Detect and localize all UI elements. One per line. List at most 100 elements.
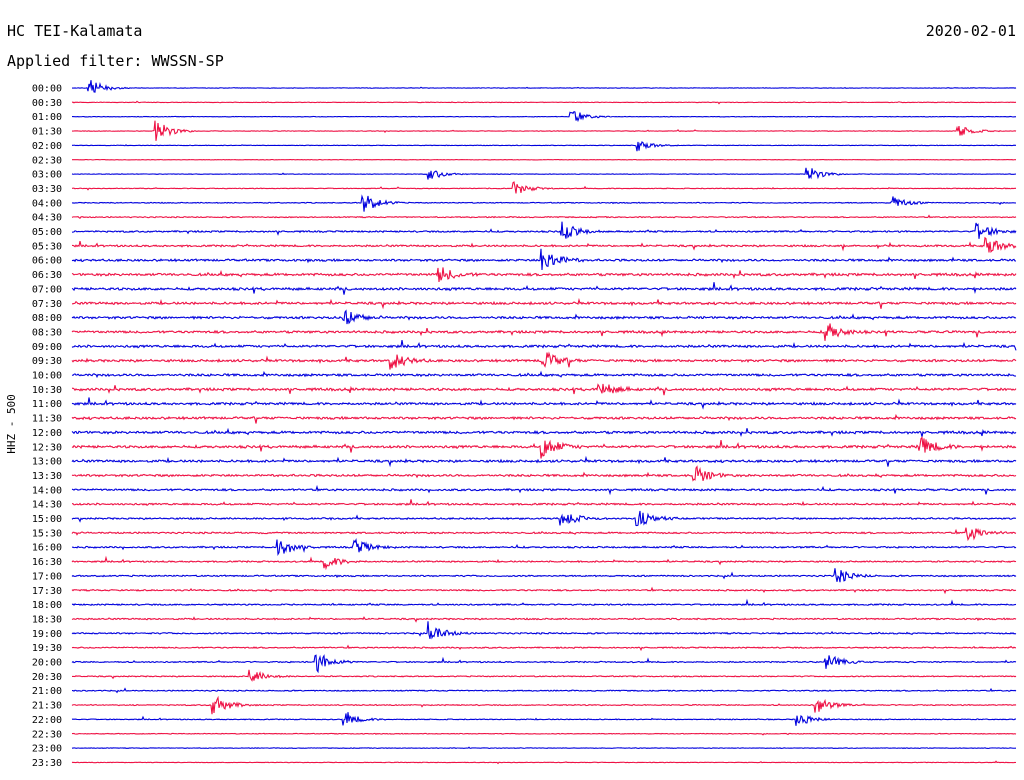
row-tick-label: 09:30: [32, 356, 62, 367]
row-tick-label: 21:00: [32, 686, 62, 697]
row-tick-label: 02:30: [32, 155, 62, 166]
row-tick-label: 13:00: [32, 457, 62, 468]
trace-row: [71, 248, 1017, 270]
row-tick-label: 20:30: [32, 672, 62, 683]
row-tick-label: 06:00: [32, 256, 62, 267]
trace-row: [71, 397, 1017, 410]
trace-row: [71, 760, 1017, 765]
filter-label: Applied filter: WWSSN-SP: [7, 52, 224, 70]
trace-row: [71, 370, 1017, 379]
row-tick-label: 18:00: [32, 600, 62, 611]
row-tick-label: 11:30: [32, 414, 62, 425]
row-tick-label: 08:30: [32, 327, 62, 338]
station-title: HC TEI-Kalamata: [7, 22, 142, 40]
trace-row: [71, 214, 1017, 220]
row-tick-label: 18:30: [32, 614, 62, 625]
trace-row: [71, 181, 1017, 194]
row-tick-label: 20:00: [32, 658, 62, 669]
row-tick-label: 01:00: [32, 112, 62, 123]
trace-row: [71, 436, 1017, 459]
row-tick-label: 13:30: [32, 471, 62, 482]
row-tick-label: 23:00: [32, 744, 62, 755]
trace-row: [71, 616, 1017, 623]
row-tick-label: 15:30: [32, 528, 62, 539]
row-tick-label: 14:30: [32, 500, 62, 511]
row-tick-label: 11:00: [32, 399, 62, 410]
trace-row: [71, 100, 1017, 105]
trace-row: [71, 413, 1017, 424]
trace-row: [71, 586, 1017, 595]
trace-row: [71, 309, 1017, 325]
trace-row: [71, 282, 1017, 295]
trace-row: [71, 297, 1017, 310]
row-tick-label: 19:30: [32, 643, 62, 654]
trace-row: [71, 555, 1017, 571]
trace-row: [71, 120, 1017, 141]
row-tick-label: 17:30: [32, 586, 62, 597]
row-tick-label: 10:00: [32, 371, 62, 382]
row-tick-label: 14:00: [32, 485, 62, 496]
trace-row: [71, 465, 1017, 482]
trace-row: [71, 351, 1017, 370]
plot-date: 2020-02-01: [926, 22, 1016, 40]
trace-row: [71, 621, 1017, 640]
row-tick-label: 22:00: [32, 715, 62, 726]
trace-row: [71, 484, 1017, 496]
trace-row: [71, 339, 1017, 351]
trace-row: [71, 167, 1017, 180]
trace-row: [71, 110, 1017, 123]
row-tick-label: 15:00: [32, 514, 62, 525]
trace-row: [71, 527, 1017, 542]
row-tick-label: 17:00: [32, 571, 62, 582]
row-tick-label: 04:30: [32, 213, 62, 224]
row-tick-labels: 00:00 00:30 01:00 01:30 02:00 02:30 03:00 03:30…: [32, 84, 62, 769]
row-tick-label: 21:30: [32, 701, 62, 712]
y-axis-label: HHZ - 500: [5, 394, 18, 454]
trace-row: [71, 746, 1017, 750]
trace-row: [71, 323, 1017, 341]
row-tick-label: 12:30: [32, 442, 62, 453]
trace-row: [71, 499, 1017, 507]
row-tick-label: 09:00: [32, 342, 62, 353]
trace-row: [71, 669, 1017, 682]
row-tick-label: 03:30: [32, 184, 62, 195]
trace-row: [71, 712, 1017, 726]
row-tick-label: 07:00: [32, 284, 62, 295]
trace-row: [71, 236, 1017, 254]
row-tick-label: 10:30: [32, 385, 62, 396]
row-tick-label: 07:30: [32, 299, 62, 310]
row-tick-label: 16:00: [32, 543, 62, 554]
trace-row: [71, 427, 1017, 437]
trace-row: [71, 267, 1017, 283]
row-tick-label: 23:30: [32, 758, 62, 769]
trace-row: [72, 687, 1017, 694]
trace-row: [71, 654, 1017, 674]
row-tick-label: 00:30: [32, 98, 62, 109]
trace-row: [71, 644, 1017, 652]
trace-row: [71, 538, 1017, 557]
row-tick-label: 02:00: [32, 141, 62, 152]
trace-row: [71, 695, 1017, 715]
trace-row: [71, 141, 1017, 152]
row-tick-label: 19:00: [32, 629, 62, 640]
trace-row: [71, 598, 1017, 607]
trace-row: [71, 383, 1017, 396]
trace-row: [71, 568, 1017, 583]
row-tick-label: 16:30: [32, 557, 62, 568]
seismic-traces: [71, 80, 1017, 765]
row-tick-label: 05:30: [32, 241, 62, 252]
trace-row: [71, 194, 1017, 212]
row-tick-label: 04:00: [32, 198, 62, 209]
row-tick-label: 12:00: [32, 428, 62, 439]
row-tick-label: 03:00: [32, 170, 62, 181]
trace-row: [71, 510, 1017, 527]
row-tick-label: 06:30: [32, 270, 62, 281]
trace-row: [71, 80, 1017, 93]
row-tick-label: 00:00: [32, 84, 62, 95]
row-tick-label: 22:30: [32, 729, 62, 740]
row-tick-label: 05:00: [32, 227, 62, 238]
trace-row: [71, 732, 1017, 736]
trace-row: [71, 221, 1017, 239]
row-tick-label: 01:30: [32, 127, 62, 138]
row-tick-label: 08:00: [32, 313, 62, 324]
